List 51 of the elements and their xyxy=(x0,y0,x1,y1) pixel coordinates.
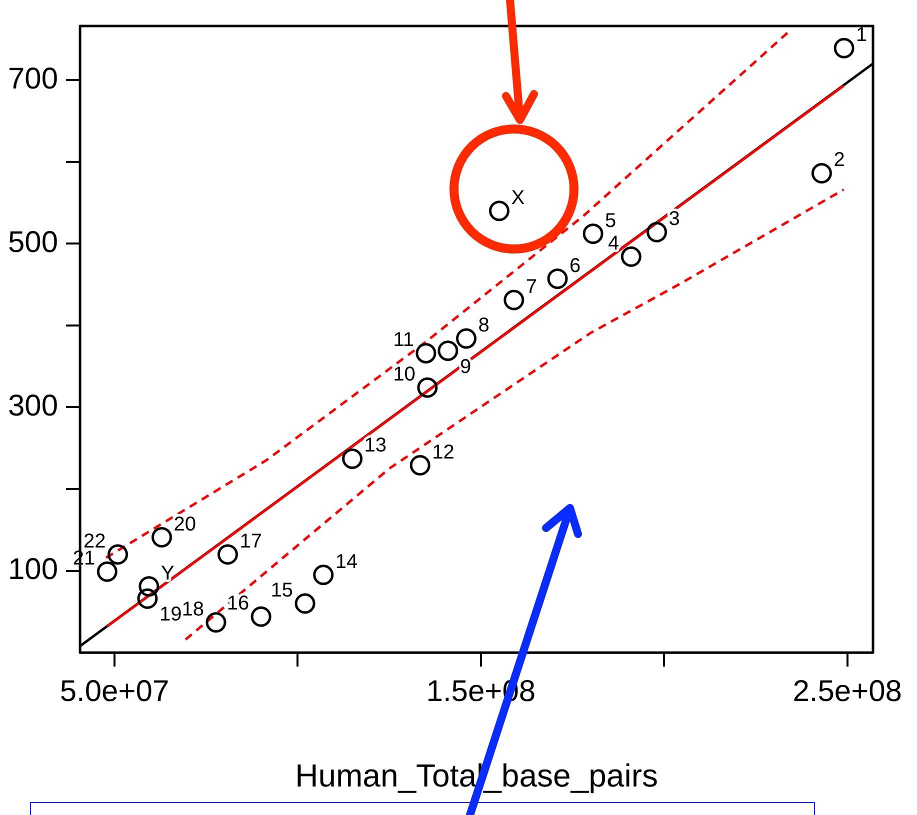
point xyxy=(108,544,128,565)
annotation: 19 xyxy=(159,604,182,626)
point xyxy=(417,377,438,398)
annotation: 5 xyxy=(605,210,616,232)
point xyxy=(152,527,172,548)
annotation: 4 xyxy=(608,232,620,255)
point xyxy=(547,268,568,290)
point xyxy=(834,38,854,58)
y-tick-label: 100 xyxy=(8,553,58,586)
point xyxy=(217,544,238,565)
point xyxy=(250,606,272,627)
point xyxy=(137,588,158,609)
annotation: 11 xyxy=(393,329,414,352)
point xyxy=(488,200,510,222)
point xyxy=(438,340,458,361)
annotation: 10 xyxy=(393,364,416,386)
annotation: 13 xyxy=(364,434,387,457)
point xyxy=(313,564,334,586)
annotation: 6 xyxy=(570,254,581,277)
annotation: 3 xyxy=(668,208,680,230)
point xyxy=(410,455,430,476)
annotation: X xyxy=(511,186,525,209)
point xyxy=(620,246,642,267)
point xyxy=(582,224,604,244)
annotation: 14 xyxy=(335,550,358,573)
point xyxy=(342,448,363,469)
point xyxy=(646,222,668,242)
annotation: 18 xyxy=(182,598,204,620)
point xyxy=(206,612,226,633)
annotation: 1 xyxy=(856,24,868,46)
annotation: 15 xyxy=(270,580,294,602)
point xyxy=(504,290,524,310)
point xyxy=(416,342,436,364)
point xyxy=(294,593,316,614)
y-tick-label: 500 xyxy=(8,226,58,259)
annotation: 8 xyxy=(478,314,490,336)
point xyxy=(96,561,118,582)
point xyxy=(456,328,477,349)
y-tick-label: 700 xyxy=(8,62,58,96)
x-tick-label: 2.5e+08 xyxy=(792,674,902,708)
point xyxy=(138,576,160,597)
annotation: Y xyxy=(160,562,174,584)
annotation: 7 xyxy=(526,276,538,298)
annotation: 2 xyxy=(834,149,845,172)
annotation: 12 xyxy=(432,441,454,464)
point xyxy=(811,162,832,184)
annotation: 16 xyxy=(226,592,250,615)
x-tick-label: 5.0e+07 xyxy=(60,674,170,708)
y-tick-label: 300 xyxy=(8,389,58,422)
annotation: 20 xyxy=(174,513,196,536)
annotation: 17 xyxy=(240,530,262,552)
